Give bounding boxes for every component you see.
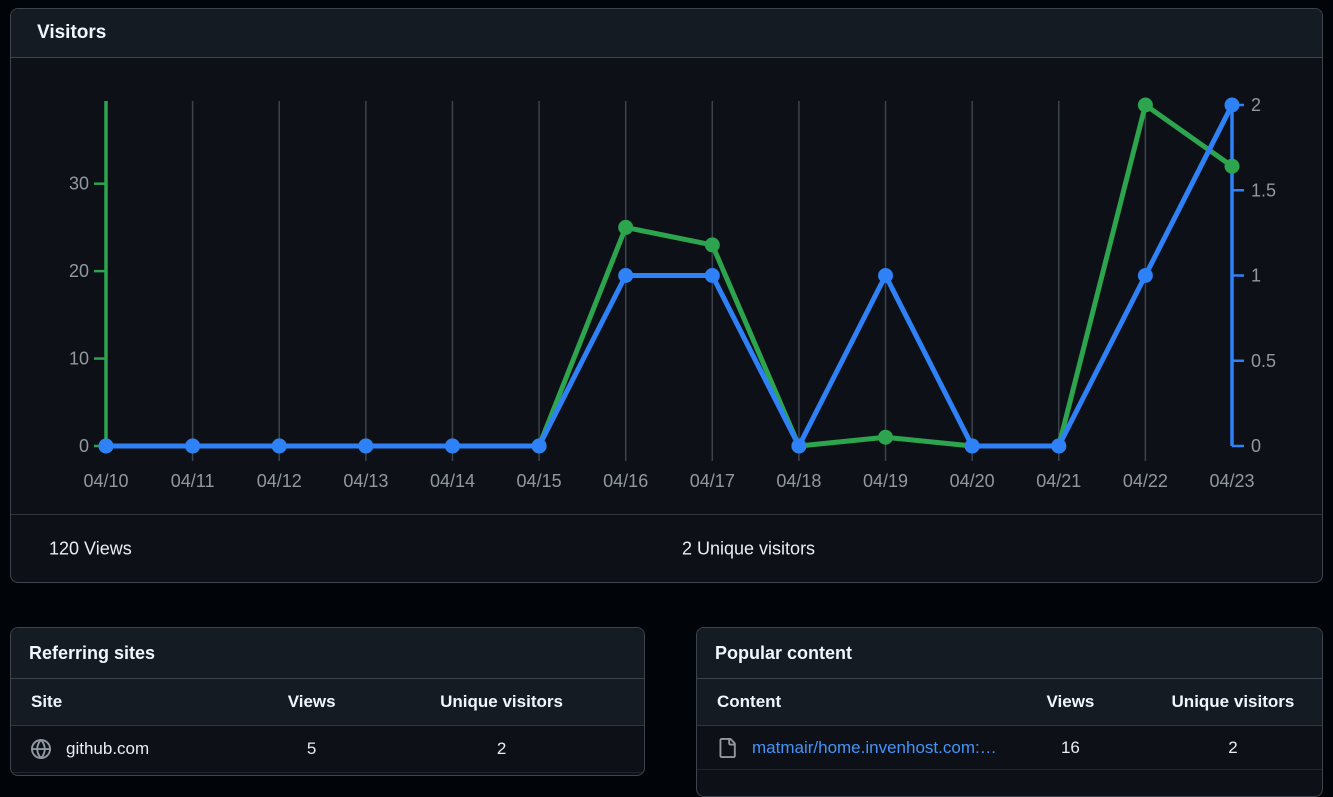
x-tick-label: 04/18 — [776, 471, 821, 491]
x-tick-label: 04/23 — [1209, 471, 1254, 491]
popular-content-views: 16 — [1060, 737, 1080, 757]
views-point[interactable] — [1224, 158, 1240, 174]
x-tick-label: 04/13 — [343, 471, 388, 491]
unique-visitors-point[interactable] — [271, 438, 287, 454]
referring-site-name: github.com — [66, 739, 150, 758]
views-point[interactable] — [618, 219, 634, 235]
popular-content-panel: Popular content Content Views Unique vis… — [696, 627, 1323, 797]
total-views-label: 120 Views — [49, 538, 132, 558]
x-tick-label: 04/20 — [950, 471, 995, 491]
unique-visitors-point[interactable] — [1051, 438, 1067, 454]
views-point[interactable] — [878, 429, 894, 445]
y-tick-label-left: 0 — [79, 436, 89, 456]
unique-visitors-point[interactable] — [964, 438, 980, 454]
visitors-chart-region: 0 10 20 30 0 0.5 1 1.5 2 04/10 04/11 04/12 04/13 04/1… — [11, 58, 1322, 514]
unique-visitors-point[interactable] — [185, 438, 201, 454]
popular-content-title: Popular content — [715, 642, 853, 663]
visitors-summary-bar: 120 Views 2 Unique visitors — [11, 514, 1322, 582]
popular-content-table-header: Content Views Unique visitors — [697, 679, 1322, 726]
visitors-title: Visitors — [37, 22, 107, 43]
popular-content-header: Popular content — [697, 628, 1322, 679]
unique-visitors-point[interactable] — [878, 268, 894, 283]
table-row: matmair/home.invenhost.com: A ... 16 2 — [697, 726, 1322, 770]
x-tick-label: 04/10 — [83, 471, 128, 491]
unique-visitors-point[interactable] — [1224, 97, 1240, 113]
column-header-views: Views — [287, 692, 336, 711]
unique-visitors-point[interactable] — [531, 438, 547, 454]
x-tick-label: 04/15 — [517, 471, 562, 491]
y-tick-label-left: 20 — [69, 261, 89, 281]
unique-visitors-point[interactable] — [444, 438, 460, 454]
x-tick-label: 04/19 — [863, 471, 908, 491]
file-icon — [717, 737, 737, 758]
total-unique-visitors-label: 2 Unique visitors — [682, 538, 816, 558]
unique-visitors-point[interactable] — [618, 268, 634, 283]
popular-content-link[interactable]: matmair/home.invenhost.com: A ... — [752, 737, 997, 757]
referring-site-unique-visitors: 2 — [496, 739, 507, 758]
visitors-chart: 0 10 20 30 0 0.5 1 1.5 2 04/10 04/11 04/12 04/13 04/1… — [69, 95, 1276, 491]
x-tick-label: 04/21 — [1036, 471, 1081, 491]
visitors-panel: Visitors 0 10 20 30 0 0.5 1 1.5 2 04/10 04/11 04/12… — [10, 8, 1323, 583]
unique-visitors-point[interactable] — [791, 438, 807, 454]
y-tick-label-right: 1 — [1251, 266, 1261, 286]
y-tick-label-right: 1.5 — [1251, 180, 1276, 200]
x-tick-label: 04/22 — [1123, 471, 1168, 491]
views-point[interactable] — [704, 237, 720, 253]
unique-visitors-point[interactable] — [98, 438, 114, 454]
y-tick-label-left: 30 — [69, 174, 89, 194]
column-header-content: Content — [717, 692, 782, 711]
referring-sites-table-header: Site Views Unique visitors — [11, 679, 644, 726]
y-tick-label-right: 2 — [1251, 95, 1261, 115]
unique-visitors-point[interactable] — [704, 268, 720, 283]
referring-site-views: 5 — [306, 739, 317, 758]
column-header-unique-visitors: Unique visitors — [1171, 692, 1295, 711]
y-tick-label-right: 0.5 — [1251, 351, 1276, 371]
x-tick-label: 04/12 — [257, 471, 302, 491]
unique-visitors-point[interactable] — [358, 438, 374, 454]
y-tick-label-right: 0 — [1251, 436, 1261, 456]
y-tick-label-left: 10 — [69, 349, 89, 369]
table-row: github.com 5 2 — [11, 726, 644, 773]
popular-content-unique-visitors: 2 — [1228, 737, 1238, 757]
globe-icon — [31, 739, 51, 759]
referring-sites-panel: Referring sites Site Views Unique visito… — [10, 627, 645, 776]
views-point[interactable] — [1137, 97, 1153, 113]
visitors-panel-header: Visitors — [11, 9, 1322, 58]
x-tick-label: 04/16 — [603, 471, 648, 491]
referring-sites-header: Referring sites — [11, 628, 644, 679]
column-header-views: Views — [1046, 692, 1095, 711]
column-header-site: Site — [31, 692, 63, 711]
column-header-unique-visitors: Unique visitors — [440, 692, 563, 711]
x-tick-label: 04/11 — [171, 471, 215, 491]
x-tick-label: 04/14 — [430, 471, 475, 491]
referring-sites-title: Referring sites — [29, 642, 156, 663]
unique-visitors-point[interactable] — [1137, 268, 1153, 283]
unique-visitors-line — [103, 102, 1235, 449]
x-tick-label: 04/17 — [690, 471, 735, 491]
